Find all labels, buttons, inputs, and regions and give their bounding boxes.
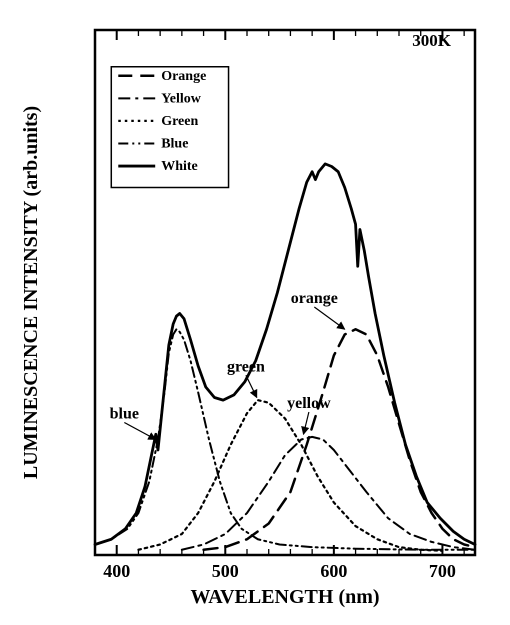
annotation-yellow: yellow: [287, 395, 331, 412]
x-axis-label: WAVELENGTH (nm): [190, 586, 379, 608]
legend-label-orange: Orange: [161, 69, 206, 84]
y-axis-label: LUMINESCENCE INTENSITY (arb.units): [20, 106, 42, 479]
annotation-green: green: [227, 358, 265, 375]
x-tick-label: 400: [103, 561, 130, 581]
annotation-orange: orange: [291, 290, 338, 307]
legend-label-yellow: Yellow: [161, 91, 202, 106]
legend-label-white: White: [161, 159, 198, 174]
legend-label-green: Green: [161, 114, 198, 129]
temperature-label: 300K: [412, 31, 452, 50]
legend-label-blue: Blue: [161, 136, 188, 151]
x-tick-label: 700: [429, 561, 456, 581]
x-tick-label: 500: [212, 561, 239, 581]
annotation-blue: blue: [110, 406, 139, 423]
chart-svg: 400 500 600 700 WAVELENGTH (nm) LUMINESCENCE …: [0, 0, 510, 625]
luminescence-chart: 400 500 600 700 WAVELENGTH (nm) LUMINESCENCE …: [0, 0, 510, 625]
x-tick-label: 600: [320, 561, 347, 581]
